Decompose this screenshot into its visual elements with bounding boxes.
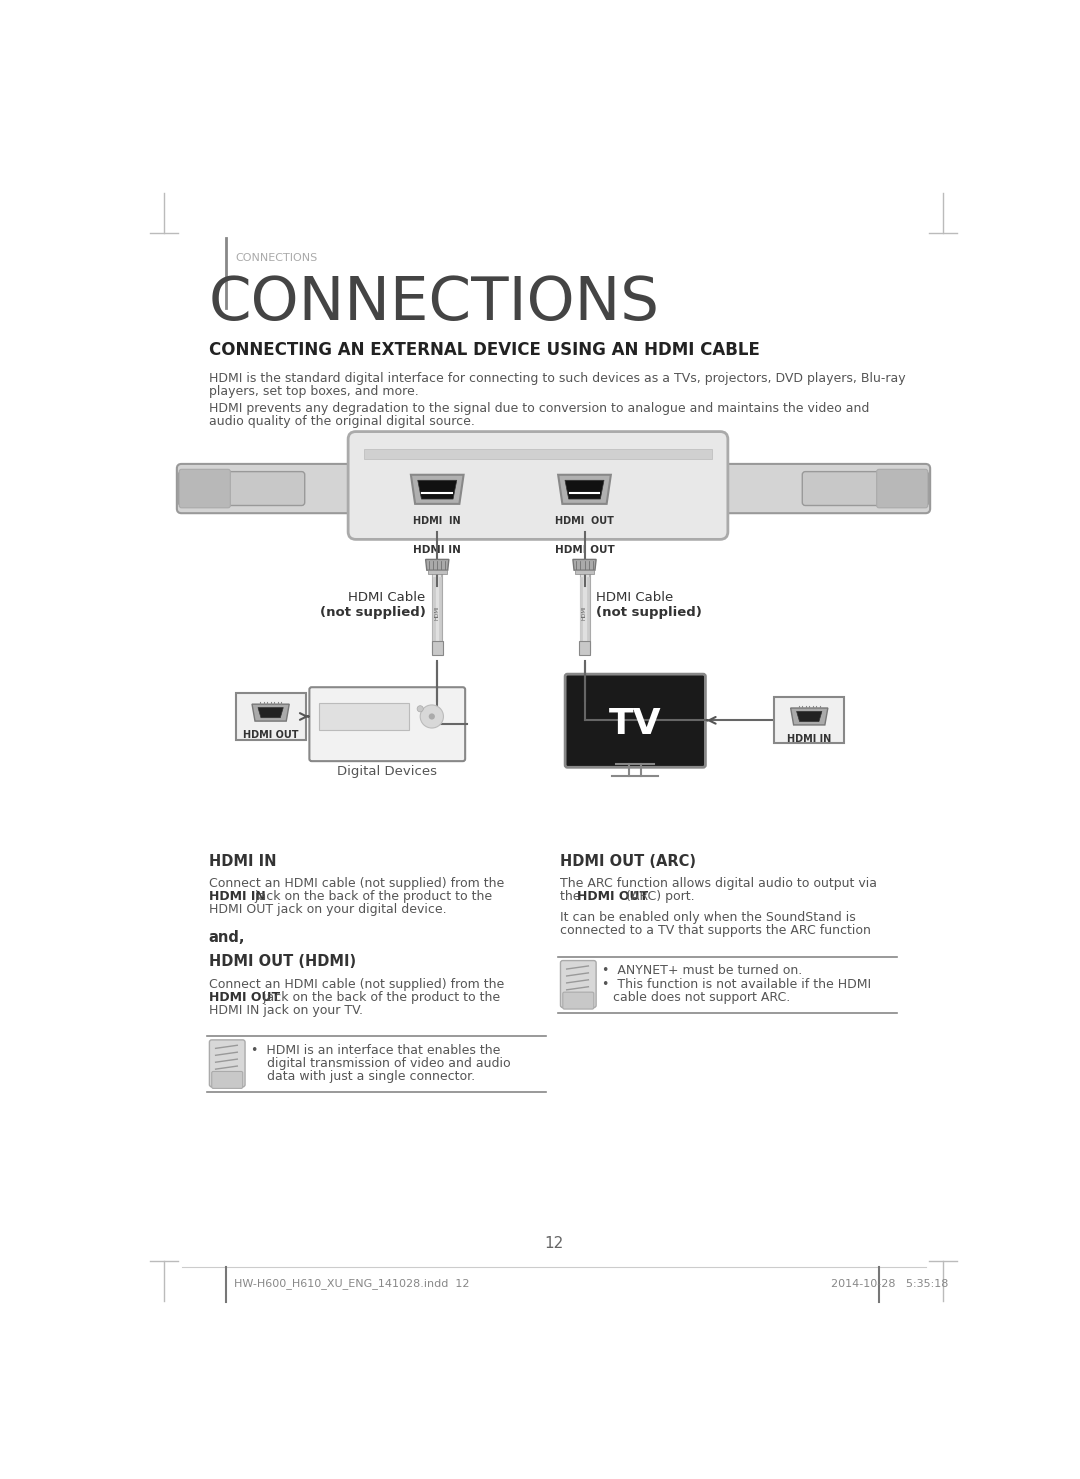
Bar [576,571,594,574]
Circle shape [429,713,435,720]
Text: 2014-10-28   5:35:18: 2014-10-28 5:35:18 [832,1279,948,1290]
Text: HDMI OUT (ARC): HDMI OUT (ARC) [559,853,696,868]
Text: players, set top boxes, and more.: players, set top boxes, and more. [208,385,418,398]
FancyBboxPatch shape [309,688,465,762]
Text: Digital Devices: Digital Devices [337,765,437,778]
Text: HDMI  OUT: HDMI OUT [555,516,613,527]
Bar [364,448,713,460]
Text: the: the [559,890,584,902]
Bar [428,571,446,574]
Text: HDMI IN: HDMI IN [787,734,832,744]
Text: HDMI IN: HDMI IN [414,544,461,555]
Text: HDMI Cable: HDMI Cable [596,592,673,603]
Text: HDMI IN: HDMI IN [208,890,266,902]
Text: CONNECTIONS: CONNECTIONS [235,253,318,263]
Text: HDMI IN jack on your TV.: HDMI IN jack on your TV. [208,1004,363,1016]
Text: jack on the back of the product to the: jack on the back of the product to the [259,991,500,1004]
Text: HDMI prevents any degradation to the signal due to conversion to analogue and ma: HDMI prevents any degradation to the sig… [208,402,869,416]
Text: HDMI  IN: HDMI IN [414,516,461,527]
Text: TV: TV [608,707,661,741]
Text: HDMI OUT: HDMI OUT [577,890,648,902]
Circle shape [417,705,423,711]
Text: HDMI is the standard digital interface for connecting to such devices as a TVs, : HDMI is the standard digital interface f… [208,371,905,385]
FancyBboxPatch shape [563,992,594,1009]
Text: 12: 12 [544,1236,563,1251]
Text: jack on the back of the product to the: jack on the back of the product to the [252,890,492,902]
Text: audio quality of the original digital source.: audio quality of the original digital so… [208,416,474,429]
Polygon shape [252,704,289,722]
Text: •  This function is not available if the HDMI: • This function is not available if the … [603,978,872,991]
Text: cable does not support ARC.: cable does not support ARC. [613,991,791,1004]
Text: and,: and, [208,930,245,945]
Bar [320,704,408,731]
FancyBboxPatch shape [235,694,306,740]
Text: CONNECTING AN EXTERNAL DEVICE USING AN HDMI CABLE: CONNECTING AN EXTERNAL DEVICE USING AN H… [208,342,759,359]
Text: data with just a single connector.: data with just a single connector. [252,1069,475,1083]
FancyBboxPatch shape [177,464,930,513]
Text: CONNECTIONS: CONNECTIONS [208,274,660,333]
Text: •  ANYNET+ must be turned on.: • ANYNET+ must be turned on. [603,964,802,978]
Text: The ARC function allows digital audio to output via: The ARC function allows digital audio to… [559,877,877,890]
FancyBboxPatch shape [179,469,230,507]
Text: Connect an HDMI cable (not supplied) from the: Connect an HDMI cable (not supplied) fro… [208,877,504,890]
FancyBboxPatch shape [774,697,845,744]
Text: connected to a TV that supports the ARC function: connected to a TV that supports the ARC … [559,924,870,938]
Text: HDMI OUT: HDMI OUT [243,731,298,741]
Text: HDMI: HDMI [435,605,440,620]
FancyBboxPatch shape [802,472,929,506]
Text: digital transmission of video and audio: digital transmission of video and audio [252,1057,511,1069]
Polygon shape [410,475,463,504]
Polygon shape [418,481,457,498]
Text: It can be enabled only when the SoundStand is: It can be enabled only when the SoundSta… [559,911,855,924]
FancyBboxPatch shape [178,472,305,506]
Text: (not supplied): (not supplied) [596,605,702,618]
Polygon shape [791,708,828,725]
Text: HDMI OUT: HDMI OUT [208,991,280,1004]
FancyBboxPatch shape [348,432,728,540]
Polygon shape [558,475,611,504]
Bar [432,640,443,655]
Polygon shape [565,481,604,498]
Text: HDMI: HDMI [582,605,588,620]
Polygon shape [258,707,283,717]
Text: HW-H600_H610_XU_ENG_141028.indd  12: HW-H600_H610_XU_ENG_141028.indd 12 [234,1278,470,1290]
FancyBboxPatch shape [565,674,705,768]
Text: HDMI Cable: HDMI Cable [349,592,426,603]
Bar [579,640,590,655]
Polygon shape [572,559,596,571]
FancyBboxPatch shape [212,1071,243,1089]
Text: •  HDMI is an interface that enables the: • HDMI is an interface that enables the [252,1044,501,1056]
Text: HDMI OUT (HDMI): HDMI OUT (HDMI) [208,954,355,969]
Text: Connect an HDMI cable (not supplied) from the: Connect an HDMI cable (not supplied) fro… [208,978,504,991]
Text: (not supplied): (not supplied) [320,605,426,618]
Polygon shape [426,559,449,571]
FancyBboxPatch shape [210,1040,245,1087]
Text: HDMI OUT jack on your digital device.: HDMI OUT jack on your digital device. [208,902,446,916]
FancyBboxPatch shape [877,469,928,507]
Text: HDMI IN: HDMI IN [208,853,276,868]
Circle shape [420,705,444,728]
Text: (ARC) port.: (ARC) port. [626,890,694,902]
Text: HDMI OUT: HDMI OUT [555,544,615,555]
Polygon shape [797,711,822,722]
FancyBboxPatch shape [561,960,596,1007]
